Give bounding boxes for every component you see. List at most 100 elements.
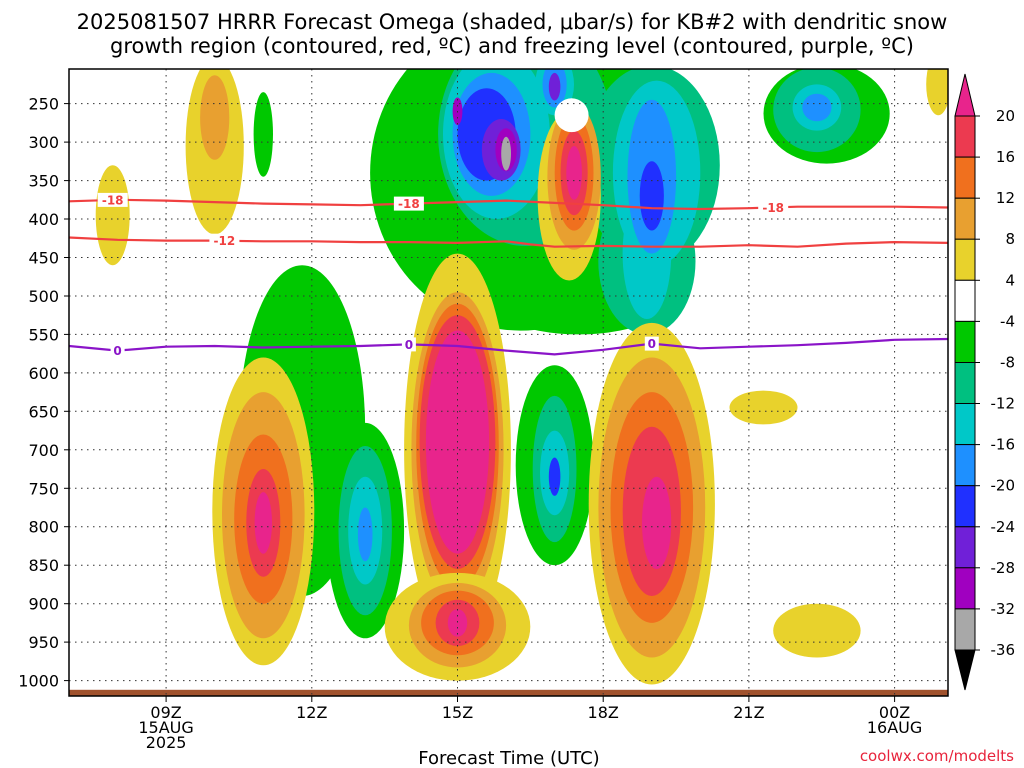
contour-label: -18 bbox=[102, 193, 124, 207]
x-tick-label: 15AUG bbox=[138, 718, 193, 737]
omega-region bbox=[773, 603, 861, 658]
colorbar-bin bbox=[954, 320, 976, 363]
omega-region bbox=[548, 72, 561, 101]
x-tick-label: 12Z bbox=[296, 703, 327, 722]
contour-label-bg bbox=[644, 336, 659, 351]
colorbar-top-arrow bbox=[954, 73, 976, 117]
contour-label-bg bbox=[401, 337, 416, 352]
colorbar-bin bbox=[954, 197, 976, 240]
contour-line bbox=[69, 337, 948, 356]
contour-label-bg bbox=[110, 343, 125, 358]
y-tick-label: 650 bbox=[28, 402, 59, 421]
contour-label: -18 bbox=[398, 197, 420, 211]
contour-line bbox=[69, 198, 948, 211]
y-tick-label: 950 bbox=[28, 633, 59, 652]
omega-region bbox=[639, 161, 664, 231]
y-tick-label: 300 bbox=[28, 133, 59, 152]
colorbar-label: -12 bbox=[991, 395, 1016, 413]
contour-label-bg bbox=[393, 196, 424, 211]
omega-region bbox=[254, 492, 272, 554]
colorbar-bottom-arrow bbox=[954, 649, 976, 691]
contour-label-bg bbox=[209, 233, 240, 248]
y-axis-ticks: 250 300 350 400 450 500 550 600 650 700 750 800 850 9… bbox=[18, 95, 69, 691]
colorbar-bin bbox=[954, 444, 976, 487]
colorbar-label: -4 bbox=[1000, 312, 1015, 330]
colorbar-bin bbox=[954, 608, 976, 651]
omega-region bbox=[802, 93, 832, 122]
credit-text: coolwx.com/modelts bbox=[860, 747, 1014, 765]
y-tick-label: 850 bbox=[28, 556, 59, 575]
x-tick-label: 2025 bbox=[146, 733, 187, 752]
y-tick-label: 350 bbox=[28, 172, 59, 191]
colorbar-label: 20 bbox=[996, 107, 1015, 125]
omega-region bbox=[95, 165, 130, 266]
contour-label: 0 bbox=[405, 338, 413, 352]
colorbar-label: -32 bbox=[991, 600, 1016, 618]
y-tick-label: 250 bbox=[28, 95, 59, 114]
omega-region bbox=[554, 98, 589, 133]
colorbar-label: -24 bbox=[991, 518, 1016, 536]
colorbar-label: -36 bbox=[991, 641, 1016, 659]
y-tick-label: 1000 bbox=[18, 672, 59, 691]
colorbar-label: -8 bbox=[1000, 354, 1015, 372]
grid-lines bbox=[69, 69, 948, 696]
omega-region bbox=[357, 507, 373, 562]
colorbar-bin bbox=[954, 362, 976, 405]
x-tick-label: 15Z bbox=[442, 703, 473, 722]
colorbar-bin bbox=[954, 403, 976, 446]
colorbar-bin bbox=[954, 156, 976, 199]
x-tick-label: 21Z bbox=[733, 703, 764, 722]
y-tick-label: 600 bbox=[28, 364, 59, 383]
plot-frame bbox=[68, 68, 949, 697]
colorbar-label: 16 bbox=[996, 148, 1015, 166]
omega-region bbox=[253, 92, 273, 177]
omega-region bbox=[729, 390, 798, 425]
omega-shading bbox=[95, 69, 948, 685]
colorbar-bin bbox=[954, 115, 976, 158]
colorbar-bin bbox=[954, 279, 976, 322]
omega-region bbox=[926, 69, 948, 116]
contour-label: -12 bbox=[214, 234, 236, 248]
x-tick-label: 00Z bbox=[879, 703, 910, 722]
contour-label-bg bbox=[758, 200, 789, 215]
y-tick-label: 700 bbox=[28, 441, 59, 460]
omega-region bbox=[447, 609, 468, 637]
chart-title-line1: 2025081507 HRRR Forecast Omega (shaded, … bbox=[77, 10, 948, 34]
colorbar-label: -28 bbox=[991, 559, 1016, 577]
y-tick-label: 900 bbox=[28, 595, 59, 614]
y-tick-label: 450 bbox=[28, 249, 59, 268]
omega-region bbox=[548, 457, 561, 496]
ground-strip bbox=[69, 689, 948, 696]
omega-region bbox=[200, 75, 230, 160]
y-tick-label: 400 bbox=[28, 210, 59, 229]
x-tick-label: 09Z bbox=[150, 703, 181, 722]
y-tick-label: 800 bbox=[28, 518, 59, 537]
colorbar: 20 16 12 8 4 -4 -8 -12 -16 -20 -24 -28 -32 -36 bbox=[954, 73, 1016, 691]
ground-rect bbox=[69, 689, 948, 696]
chart-title-line2: growth region (contoured, red, ºC) and f… bbox=[110, 34, 914, 58]
x-tick-label: 18Z bbox=[588, 703, 619, 722]
colorbar-bin bbox=[954, 238, 976, 281]
colorbar-bin bbox=[954, 526, 976, 569]
contour-label-bg bbox=[97, 192, 128, 207]
contour-label: 0 bbox=[648, 337, 656, 351]
colorbar-label: 8 bbox=[1005, 230, 1015, 248]
colorbar-bin bbox=[954, 485, 976, 528]
x-tick-label: 16AUG bbox=[867, 718, 922, 737]
colorbar-label: -20 bbox=[991, 477, 1016, 495]
colorbar-bin bbox=[954, 567, 976, 610]
colorbar-label: -16 bbox=[991, 436, 1016, 454]
y-tick-label: 750 bbox=[28, 479, 59, 498]
contour-label: -18 bbox=[762, 201, 784, 215]
y-tick-label: 500 bbox=[28, 287, 59, 306]
omega-region bbox=[642, 476, 672, 570]
contour-label: 0 bbox=[113, 344, 121, 358]
colorbar-label: 12 bbox=[996, 189, 1015, 207]
colorbar-label: 4 bbox=[1005, 271, 1015, 289]
y-tick-label: 550 bbox=[28, 325, 59, 344]
omega-region bbox=[566, 146, 582, 200]
temperature-contours: -18 -18 -18 -12 0 0 0 bbox=[69, 192, 948, 358]
x-axis-label: Forecast Time (UTC) bbox=[418, 748, 599, 768]
